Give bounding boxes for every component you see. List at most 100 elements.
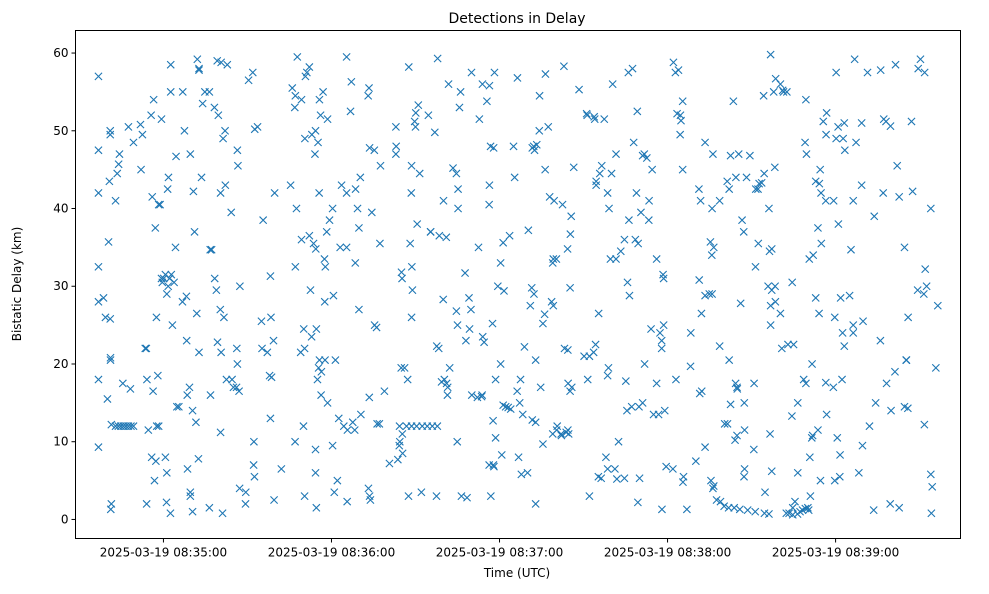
- data-point: [413, 220, 422, 229]
- data-point: [716, 497, 725, 506]
- data-point: [686, 362, 695, 371]
- data-point: [290, 103, 299, 112]
- data-point: [829, 196, 838, 205]
- data-point: [829, 383, 838, 392]
- data-point: [520, 342, 529, 351]
- data-point: [311, 445, 320, 454]
- data-point: [115, 150, 124, 159]
- data-point: [657, 336, 666, 345]
- data-point: [833, 433, 842, 442]
- data-point: [221, 181, 230, 190]
- x-tick-label: 2025-03-19 08:35:00: [100, 546, 227, 560]
- data-point: [148, 192, 157, 201]
- data-point: [104, 237, 113, 246]
- data-point: [931, 363, 940, 372]
- data-point: [789, 340, 798, 349]
- data-point: [205, 87, 214, 96]
- data-point: [739, 227, 748, 236]
- data-point: [676, 111, 685, 120]
- data-point: [631, 235, 640, 244]
- data-point: [486, 492, 495, 501]
- y-tick-label: 0: [61, 512, 69, 526]
- data-point: [206, 245, 215, 254]
- data-point: [142, 499, 151, 508]
- data-point: [660, 406, 669, 415]
- data-point: [583, 111, 592, 120]
- data-point: [106, 314, 115, 323]
- data-point: [478, 391, 487, 400]
- data-point: [770, 163, 779, 172]
- data-point: [705, 290, 714, 299]
- data-point: [563, 244, 572, 253]
- data-point: [497, 450, 506, 459]
- data-point: [370, 146, 379, 155]
- data-point: [297, 95, 306, 104]
- data-point: [793, 468, 802, 477]
- data-point: [531, 499, 540, 508]
- data-point: [233, 359, 242, 368]
- data-point: [738, 216, 747, 225]
- data-point: [229, 383, 238, 392]
- data-point: [610, 464, 619, 473]
- data-point: [591, 340, 600, 349]
- data-point: [628, 64, 637, 73]
- data-point: [475, 115, 484, 124]
- chart-title: Detections in Delay: [448, 11, 585, 27]
- data-point: [485, 81, 494, 90]
- data-point: [908, 187, 917, 196]
- data-point: [840, 119, 849, 127]
- data-point: [482, 97, 491, 106]
- data-point: [391, 150, 400, 159]
- data-point: [331, 356, 340, 365]
- data-point: [678, 165, 687, 174]
- data-point: [157, 115, 166, 124]
- data-point: [316, 111, 325, 120]
- data-point: [790, 497, 799, 506]
- data-point: [622, 406, 631, 415]
- x-tick-label: 2025-03-19 08:37:00: [436, 546, 563, 560]
- data-point: [433, 422, 442, 431]
- data-point: [657, 344, 666, 353]
- data-point: [531, 418, 540, 427]
- data-point: [645, 196, 654, 205]
- data-point: [309, 239, 318, 248]
- data-point: [715, 342, 724, 351]
- data-point: [928, 482, 937, 491]
- data-point: [686, 328, 695, 337]
- data-point: [819, 117, 828, 126]
- data-point: [723, 419, 732, 428]
- data-point: [733, 384, 742, 393]
- data-point: [367, 208, 376, 217]
- data-point: [150, 476, 159, 485]
- data-point: [697, 387, 706, 396]
- data-point: [365, 143, 374, 152]
- data-point: [317, 367, 326, 376]
- data-point: [221, 126, 230, 135]
- data-point: [365, 393, 374, 402]
- data-point: [217, 58, 226, 67]
- data-point: [854, 468, 863, 477]
- data-point: [411, 122, 420, 131]
- data-point: [822, 108, 831, 117]
- data-point: [863, 68, 872, 77]
- data-point: [845, 291, 854, 300]
- data-point: [676, 130, 685, 139]
- data-point: [217, 348, 226, 357]
- data-point: [314, 363, 323, 372]
- data-point: [595, 169, 604, 178]
- data-point: [107, 420, 116, 429]
- data-point: [659, 321, 668, 330]
- data-point: [94, 72, 103, 81]
- data-point: [839, 134, 848, 143]
- data-point: [830, 313, 839, 322]
- data-point: [657, 505, 666, 514]
- data-point: [329, 291, 338, 300]
- data-point: [337, 181, 346, 190]
- data-point: [477, 392, 486, 401]
- data-point: [195, 64, 203, 73]
- data-point: [652, 255, 661, 264]
- data-point: [886, 122, 895, 131]
- data-point: [395, 422, 404, 431]
- data-point: [600, 115, 609, 124]
